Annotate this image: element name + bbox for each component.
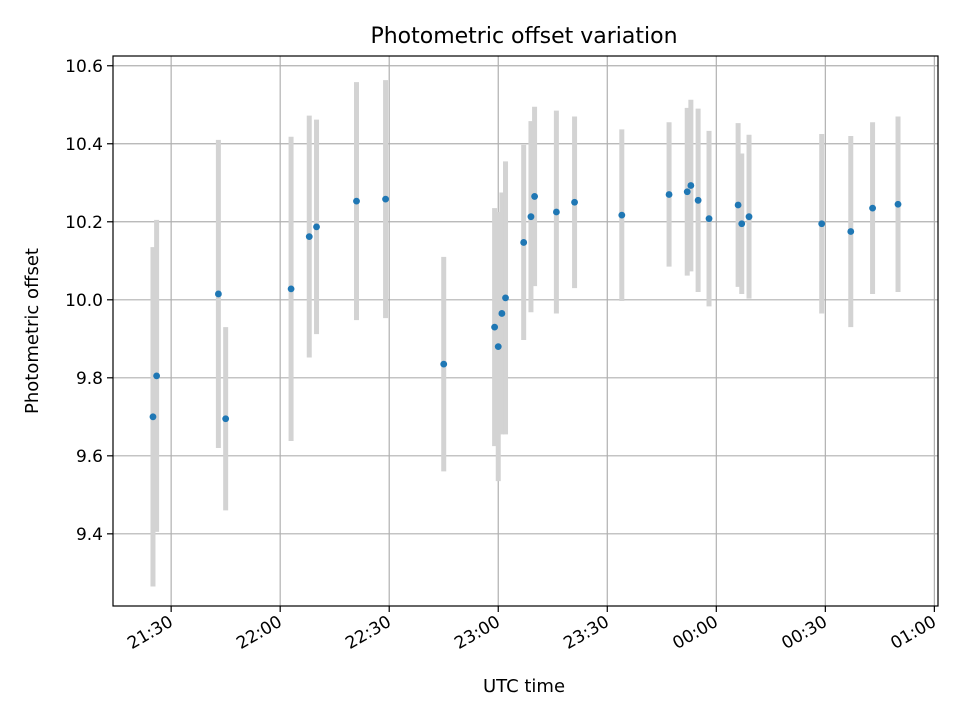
data-point [665,191,673,198]
y-tick-label: 9.4 [76,525,103,545]
data-point [498,310,506,317]
data-point [382,195,389,203]
data-point [527,213,535,221]
chart-title: Photometric offset variation [370,24,677,49]
data-point [287,285,295,293]
data-point [494,343,502,351]
y-tick-label: 10.4 [65,135,103,155]
x-axis-label: UTC time [483,676,565,697]
plot-frame [112,55,939,607]
data-point [214,290,222,298]
y-axis-label: Photometric offset [22,248,43,414]
data-point [552,208,560,216]
data-point [694,196,702,204]
data-point [531,193,538,200]
data-point [491,323,499,331]
data-point [353,197,360,205]
data-point [520,239,528,246]
data-point [734,201,742,209]
data-points [149,182,902,423]
y-tick-label: 9.6 [76,447,103,467]
data-point [705,215,713,223]
data-point [847,228,855,235]
data-point [687,182,695,189]
data-point [149,413,157,421]
data-point [153,372,161,380]
y-tick-label: 10.0 [65,291,103,311]
y-tick-label: 10.6 [65,57,103,77]
y-tick-label: 10.2 [65,213,103,233]
data-point [502,294,509,302]
data-point [745,213,753,221]
data-point [440,360,448,368]
data-point [305,233,313,241]
data-point [222,415,230,423]
data-point [571,198,578,206]
y-tick-label: 9.8 [76,369,103,389]
data-point [683,188,691,196]
data-point [869,204,876,212]
data-point [738,220,746,228]
data-point [894,200,902,208]
data-point [313,223,320,231]
data-point [818,220,826,228]
y-ticks: 9.4 9.6 9.8 10.0 10.2 10.4 10.6 [65,57,113,545]
data-point [618,211,626,219]
